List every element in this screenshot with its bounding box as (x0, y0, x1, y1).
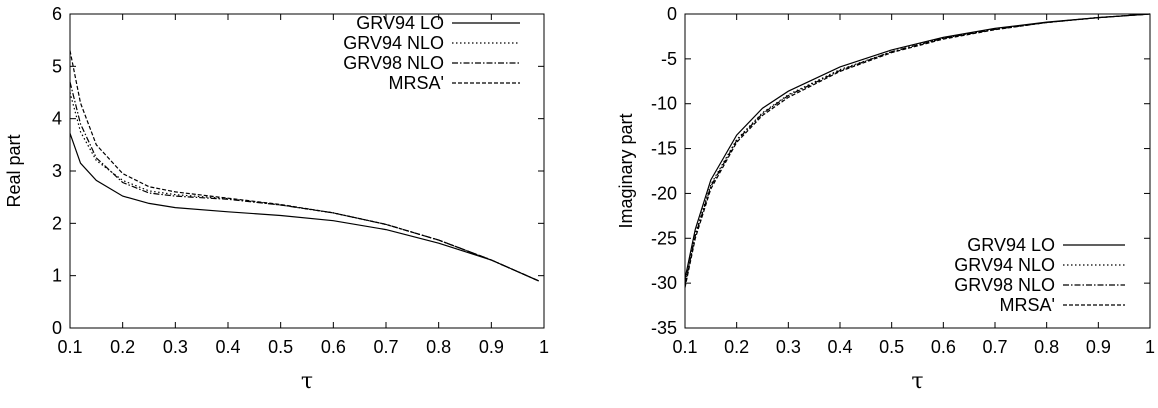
series-line-2 (684, 13, 1151, 284)
x-tick-label: 0.6 (321, 337, 346, 357)
x-tick-label: 0.5 (879, 337, 904, 357)
x-tick-label: 0.1 (672, 337, 697, 357)
legend-label: GRV94 NLO (954, 255, 1055, 275)
y-tick-label: 2 (52, 213, 62, 233)
y-axis-label: Imaginary part (616, 113, 636, 228)
legend-label: GRV94 LO (967, 235, 1055, 255)
plot-frame (684, 13, 1151, 329)
x-tick-label: 0.6 (931, 337, 956, 357)
x-axis-label: τ (911, 369, 923, 394)
y-tick-label: -20 (651, 183, 677, 203)
series-line-4 (684, 13, 1151, 288)
x-tick-label: 0.3 (776, 337, 801, 357)
x-tick-label: 0.4 (215, 337, 240, 357)
y-tick-label: 5 (52, 56, 62, 76)
y-tick-label: -25 (651, 228, 677, 248)
legend-label: GRV98 NLO (954, 275, 1055, 295)
y-axis-label: Real part (4, 134, 24, 207)
y-tick-label: 3 (52, 161, 62, 181)
y-tick-label: 0 (667, 4, 677, 24)
legend-label: MRSA' (1000, 295, 1055, 315)
x-tick-label: 0.9 (479, 337, 504, 357)
x-tick-label: 0.5 (268, 337, 293, 357)
series-line-1 (684, 13, 1151, 279)
y-tick-label: 6 (52, 4, 62, 24)
y-tick-label: -5 (661, 49, 677, 69)
chart-panel-1: 0.1 0.2 0.3 0.4 0.5 0.6 0.7 0.8 0.9 1 0 1 2 3 4 5 6 τ Real… (4, 4, 549, 394)
y-tick-label: -35 (651, 318, 677, 338)
legend-label: MRSA' (389, 73, 444, 93)
y-tick-label: -30 (651, 273, 677, 293)
series-line-3 (69, 81, 539, 282)
x-tick-label: 0.2 (724, 337, 749, 357)
y-tick-label: 4 (52, 109, 62, 129)
y-tick-label: -15 (651, 139, 677, 159)
plot-frame (69, 13, 545, 329)
x-tick-label: 0.3 (163, 337, 188, 357)
series-line-1 (69, 133, 539, 282)
x-tick-label: 0.4 (827, 337, 852, 357)
x-tick-label: 0.8 (426, 337, 451, 357)
y-tick-label: 1 (52, 266, 62, 286)
x-tick-label: 0.1 (57, 337, 82, 357)
legend-label: GRV98 NLO (343, 53, 444, 73)
series-line-3 (684, 13, 1151, 286)
y-tick-label: 0 (52, 318, 62, 338)
x-tick-label: 0.8 (1034, 337, 1059, 357)
x-axis-label: τ (301, 369, 313, 394)
x-tick-label: 0.7 (373, 337, 398, 357)
legend-label: GRV94 NLO (343, 33, 444, 53)
x-tick-label: 1 (1145, 337, 1155, 357)
x-tick-label: 0.2 (110, 337, 135, 357)
chart-panel-2: 0.1 0.2 0.3 0.4 0.5 0.6 0.7 0.8 0.9 1 -35 -30 -25 -20… (616, 4, 1155, 394)
x-tick-label: 1 (539, 337, 549, 357)
legend-label: GRV94 LO (356, 13, 444, 33)
series-line-4 (69, 50, 539, 282)
x-tick-label: 0.9 (1086, 337, 1111, 357)
x-tick-label: 0.7 (982, 337, 1007, 357)
y-tick-label: -10 (651, 94, 677, 114)
